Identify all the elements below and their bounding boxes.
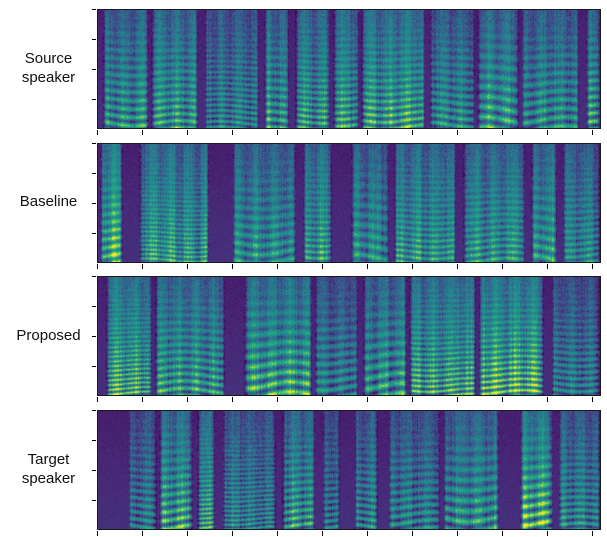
row-target-speaker: Target speaker <box>0 403 607 537</box>
panel-wrap-source <box>92 8 601 135</box>
axes-frame-target <box>97 410 601 531</box>
spectrogram-baseline <box>98 143 600 262</box>
axes-frame-source <box>97 8 601 129</box>
axes-frame-proposed <box>97 276 601 397</box>
y-axis-ticks <box>92 8 96 129</box>
x-axis-ticks <box>97 531 601 537</box>
row-label-target-speaker: Target speaker <box>21 451 76 488</box>
panel-wrap-baseline <box>92 142 601 269</box>
x-axis-ticks <box>97 129 601 135</box>
row-label-source-speaker: Source speaker <box>21 50 76 86</box>
axes-frame-baseline <box>97 142 601 263</box>
row-label-proposed: Proposed <box>16 327 81 344</box>
x-axis-ticks <box>97 397 601 403</box>
spectrogram-proposed <box>98 277 600 396</box>
x-axis-ticks <box>97 263 601 269</box>
y-axis-ticks <box>92 276 96 397</box>
row-label-baseline: Baseline <box>19 193 78 211</box>
spectrogram-source-speaker <box>98 9 600 128</box>
row-source-speaker: Source speaker <box>0 2 607 136</box>
panel-wrap-proposed <box>92 276 601 403</box>
row-proposed: Proposed <box>0 270 607 404</box>
row-baseline: Baseline <box>0 136 607 270</box>
y-axis-ticks <box>92 142 96 263</box>
y-axis-ticks <box>92 410 96 531</box>
panel-wrap-target <box>92 410 601 537</box>
spectrogram-target-speaker <box>98 411 600 530</box>
